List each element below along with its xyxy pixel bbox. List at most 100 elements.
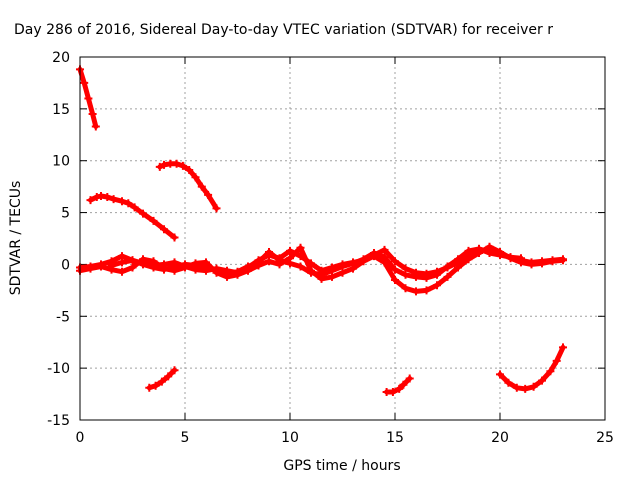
data-point [130,203,139,212]
data-point [151,381,160,390]
data-point [464,255,473,264]
x-tick-label: 5 [181,430,190,446]
data-point [395,384,404,393]
data-point [170,233,179,242]
series-points-4 [382,374,414,396]
data-point [454,255,462,264]
chart-title: Day 286 of 2016, Sidereal Day-to-day VTE… [14,22,553,38]
data-point [149,216,158,225]
data-point [244,262,252,271]
data-point [170,262,179,271]
data-point [464,246,473,255]
data-point [388,388,397,396]
series-group [76,65,567,396]
data-point [422,286,431,295]
data-point [97,262,105,271]
data-point [118,267,126,276]
data-point [286,259,294,268]
series-points-1 [86,192,179,242]
data-point [296,243,305,252]
series-points-8 [107,244,525,282]
data-point [160,160,168,169]
x-tick-label: 25 [596,430,614,446]
y-tick-label: 0 [61,257,70,273]
y-tick-label: -15 [47,413,70,429]
data-point [223,269,231,278]
data-point [496,370,504,379]
data-point [172,159,181,168]
data-point [212,265,221,274]
data-point [433,281,441,290]
x-tick-label: 20 [491,430,509,446]
data-point [124,199,133,208]
data-point [103,193,112,201]
y-tick-label: 20 [52,50,70,66]
y-axis-label: SDTVAR / TECUs [8,181,24,296]
data-point [160,265,168,274]
data-point [433,270,441,279]
data-point [286,246,294,255]
data-point [86,264,95,273]
data-point [191,261,200,270]
data-point [204,190,213,199]
data-point [128,263,137,272]
data-point [265,257,273,266]
data-point [405,374,414,383]
data-point [233,267,242,276]
data-point [485,249,494,257]
data-point [548,257,557,266]
data-point [128,256,137,265]
data-point [202,263,210,272]
x-tick-label: 10 [281,430,299,446]
data-point [212,204,221,213]
data-point [380,253,389,262]
data-point [118,197,126,206]
data-point [275,256,284,265]
x-axis-ticks: 0 5 10 15 20 25 [76,57,614,446]
data-point [349,259,357,268]
data-point [496,251,504,260]
grid [80,57,605,420]
y-tick-label: 10 [52,154,70,170]
data-point [178,161,187,170]
y-tick-label: 5 [61,206,70,222]
data-point [538,259,546,268]
data-point [538,376,546,385]
data-point [328,266,336,275]
series-line-8 [109,246,524,281]
data-point [88,110,97,118]
data-point [552,356,561,365]
data-point [512,383,521,392]
data-point [559,256,567,265]
data-point [139,209,147,218]
data-point [380,245,389,254]
data-point [139,260,147,269]
series-points-2 [155,159,221,213]
x-axis-label: GPS time / hours [283,458,400,474]
data-point [546,367,555,376]
series-points-3 [145,366,179,392]
data-point [391,257,399,266]
data-point [254,258,263,267]
data-point [107,261,116,270]
data-point [399,380,408,389]
data-point [391,265,399,274]
plot-frame [79,56,606,421]
data-point [155,162,164,171]
data-point [84,94,93,103]
x-tick-label: 0 [76,430,85,446]
data-point [86,196,95,205]
data-point [160,225,168,234]
data-point [391,276,399,284]
data-point [359,255,368,264]
data-point [559,343,567,352]
data-point [80,78,89,87]
data-point [370,249,378,257]
data-point [181,260,189,269]
data-point [412,272,420,281]
data-point [170,366,179,375]
data-point [307,268,315,277]
data-point [521,384,530,393]
data-point [422,273,431,282]
